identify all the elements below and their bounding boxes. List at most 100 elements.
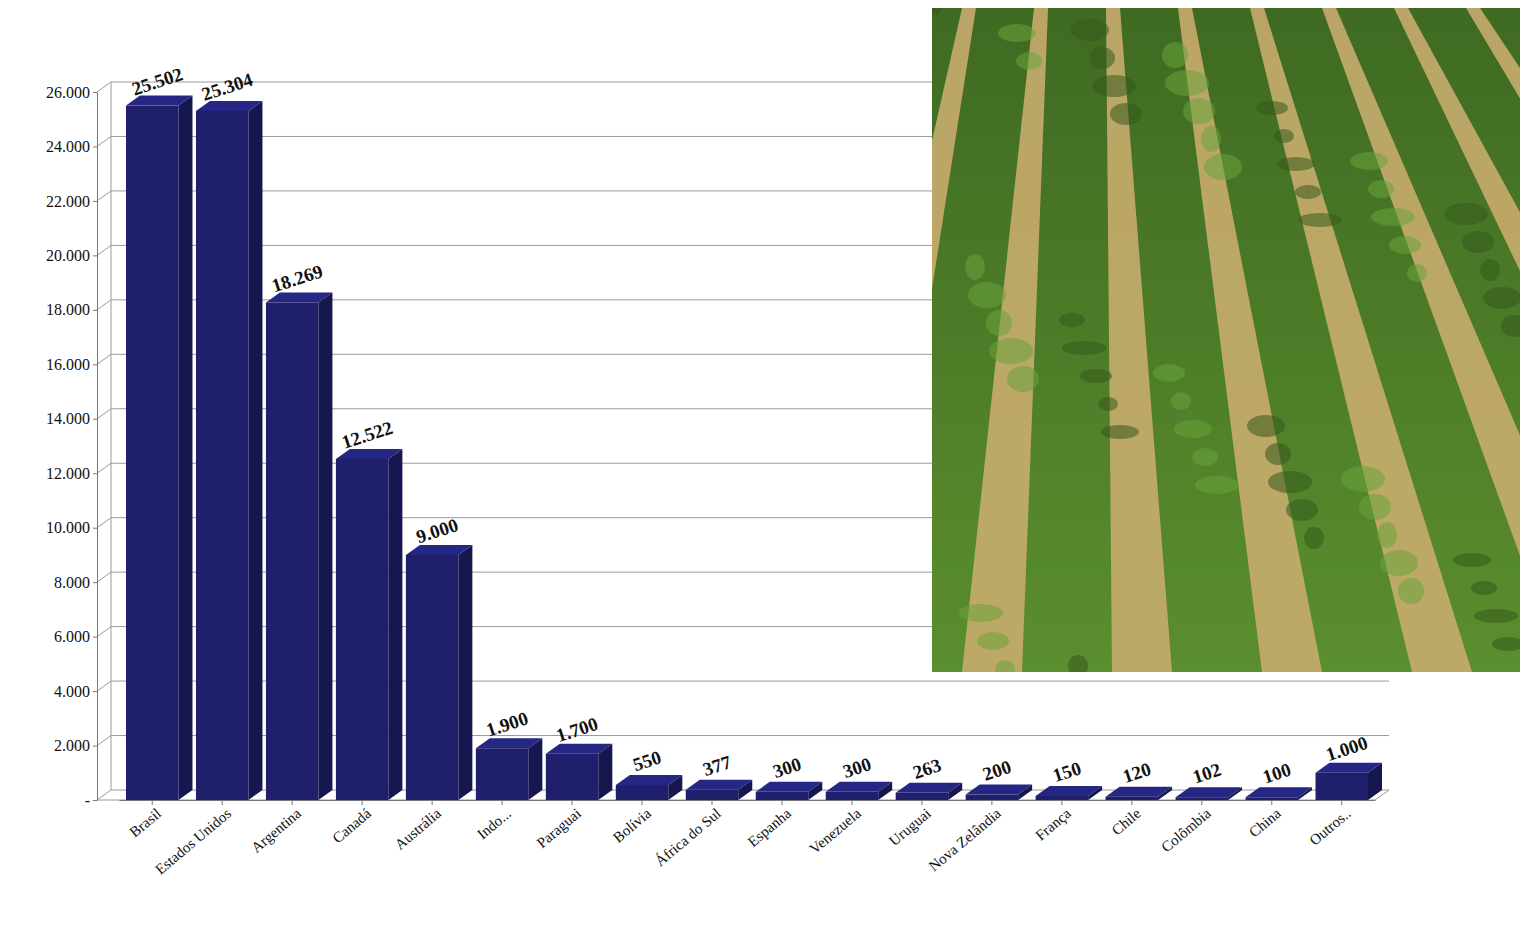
data-label: 25.502 (129, 63, 185, 99)
bar-top (1106, 787, 1172, 797)
y-tick: 22.000 (46, 193, 97, 210)
photo-leaf (998, 24, 1036, 42)
bar-top (686, 780, 752, 790)
bar (336, 459, 388, 800)
y-tick: 4.000 (54, 683, 97, 700)
x-tick: Indo... (474, 800, 514, 842)
data-label: 25.304 (199, 69, 256, 105)
y-tick: 14.000 (46, 410, 97, 427)
grid-line (97, 463, 111, 473)
y-tick-label: 24.000 (46, 138, 90, 155)
x-tick: Bolívia (610, 800, 654, 846)
photo-leaf (1174, 420, 1212, 438)
photo-leaf (1268, 471, 1312, 493)
photo-leaf (1341, 466, 1385, 492)
y-tick: 6.000 (54, 628, 97, 645)
photo-leaf (1474, 609, 1518, 623)
photo-leaf (1089, 47, 1115, 69)
grid-line (97, 518, 111, 528)
x-tick: Estados Unidos (152, 800, 234, 878)
data-label: 377 (700, 751, 734, 780)
photo-leaf (1277, 157, 1315, 171)
y-tick: 10.000 (46, 519, 97, 536)
photo-leaf (1247, 415, 1285, 437)
y-tick-label: 6.000 (54, 628, 90, 645)
photo-leaf (1101, 425, 1139, 439)
data-label: 12.522 (339, 417, 395, 453)
grid-line (97, 409, 111, 419)
photo-leaf (1204, 154, 1242, 180)
x-tick-mark (1061, 800, 1062, 805)
photo-stubble-row (1466, 8, 1520, 672)
x-tick-mark (572, 800, 573, 805)
bar-top (1036, 786, 1102, 796)
photo-leaf (1071, 19, 1109, 41)
y-tick-label: 10.000 (46, 519, 90, 536)
photo-leaf (1016, 52, 1042, 70)
y-tick: 16.000 (46, 356, 97, 373)
y-tick-mark (93, 255, 97, 256)
x-tick: França (1032, 800, 1074, 844)
x-tick-mark (712, 800, 713, 805)
x-tick-mark (502, 800, 503, 805)
bar-top (1176, 787, 1242, 797)
photo-leaf (1110, 103, 1142, 125)
chart: -2.0004.0006.0008.00010.00012.00014.0001… (0, 0, 1525, 933)
bar (1246, 797, 1298, 800)
y-tick: 2.000 (54, 737, 97, 754)
photo-stubble-row (1322, 8, 1520, 672)
x-axis-line (120, 800, 1376, 801)
data-label: 1.000 (1323, 732, 1370, 765)
grid-line (97, 245, 111, 255)
bar-top (406, 545, 472, 555)
x-tick-label: China (1246, 805, 1284, 841)
x-tick: Argentina (248, 800, 304, 856)
photo-leaf (1080, 369, 1112, 383)
y-tick: 26.000 (46, 84, 97, 101)
x-tick: Colômbia (1158, 800, 1214, 855)
bar (966, 795, 1018, 800)
photo-leaf (1380, 550, 1418, 576)
photo-leaf (1389, 236, 1421, 254)
photo-leaf (986, 310, 1012, 336)
photo-stubble-row (1106, 8, 1172, 672)
bar-side (528, 738, 542, 800)
data-label: 150 (1050, 757, 1084, 786)
x-tick-mark (1201, 800, 1202, 805)
grid-line (97, 354, 111, 364)
bar (1316, 773, 1368, 800)
x-tick-mark (991, 800, 992, 805)
x-tick: Paraguai (534, 800, 584, 851)
photo-leaf (1483, 287, 1520, 309)
photo-leaf (1453, 553, 1491, 567)
x-tick-label: Espanha (745, 805, 794, 850)
grid-line (97, 136, 111, 146)
x-tick-mark (362, 800, 363, 805)
photo-leaf (1265, 443, 1291, 465)
y-axis: -2.0004.0006.0008.00010.00012.00014.0001… (46, 84, 98, 809)
x-tick-label: Bolívia (610, 805, 654, 846)
x-tick-label: Argentina (248, 805, 304, 856)
x-tick-label: Colômbia (1158, 805, 1214, 856)
back-wall (111, 82, 112, 790)
bar (826, 792, 878, 800)
photo-leaf (1501, 315, 1520, 337)
data-label: 120 (1120, 758, 1154, 787)
bar-side (178, 96, 192, 800)
photo-leaf (1304, 527, 1324, 549)
bar (896, 793, 948, 800)
y-tick: 24.000 (46, 138, 97, 155)
y-tick: 12.000 (46, 465, 97, 482)
x-tick-label: Nova Zelândia (926, 805, 1005, 874)
y-tick-label: 26.000 (46, 84, 90, 101)
y-tick-mark (93, 146, 97, 147)
x-tick-label: Brasil (126, 805, 164, 840)
photo-leaf (968, 282, 1006, 308)
photo-leaf (965, 254, 985, 280)
x-tick-label: Indo... (474, 805, 514, 842)
photo-leaf (1195, 476, 1239, 494)
bar (1176, 797, 1228, 800)
photo-leaf (959, 604, 1003, 622)
y-tick: 8.000 (54, 574, 97, 591)
y-tick: 18.000 (46, 301, 97, 318)
